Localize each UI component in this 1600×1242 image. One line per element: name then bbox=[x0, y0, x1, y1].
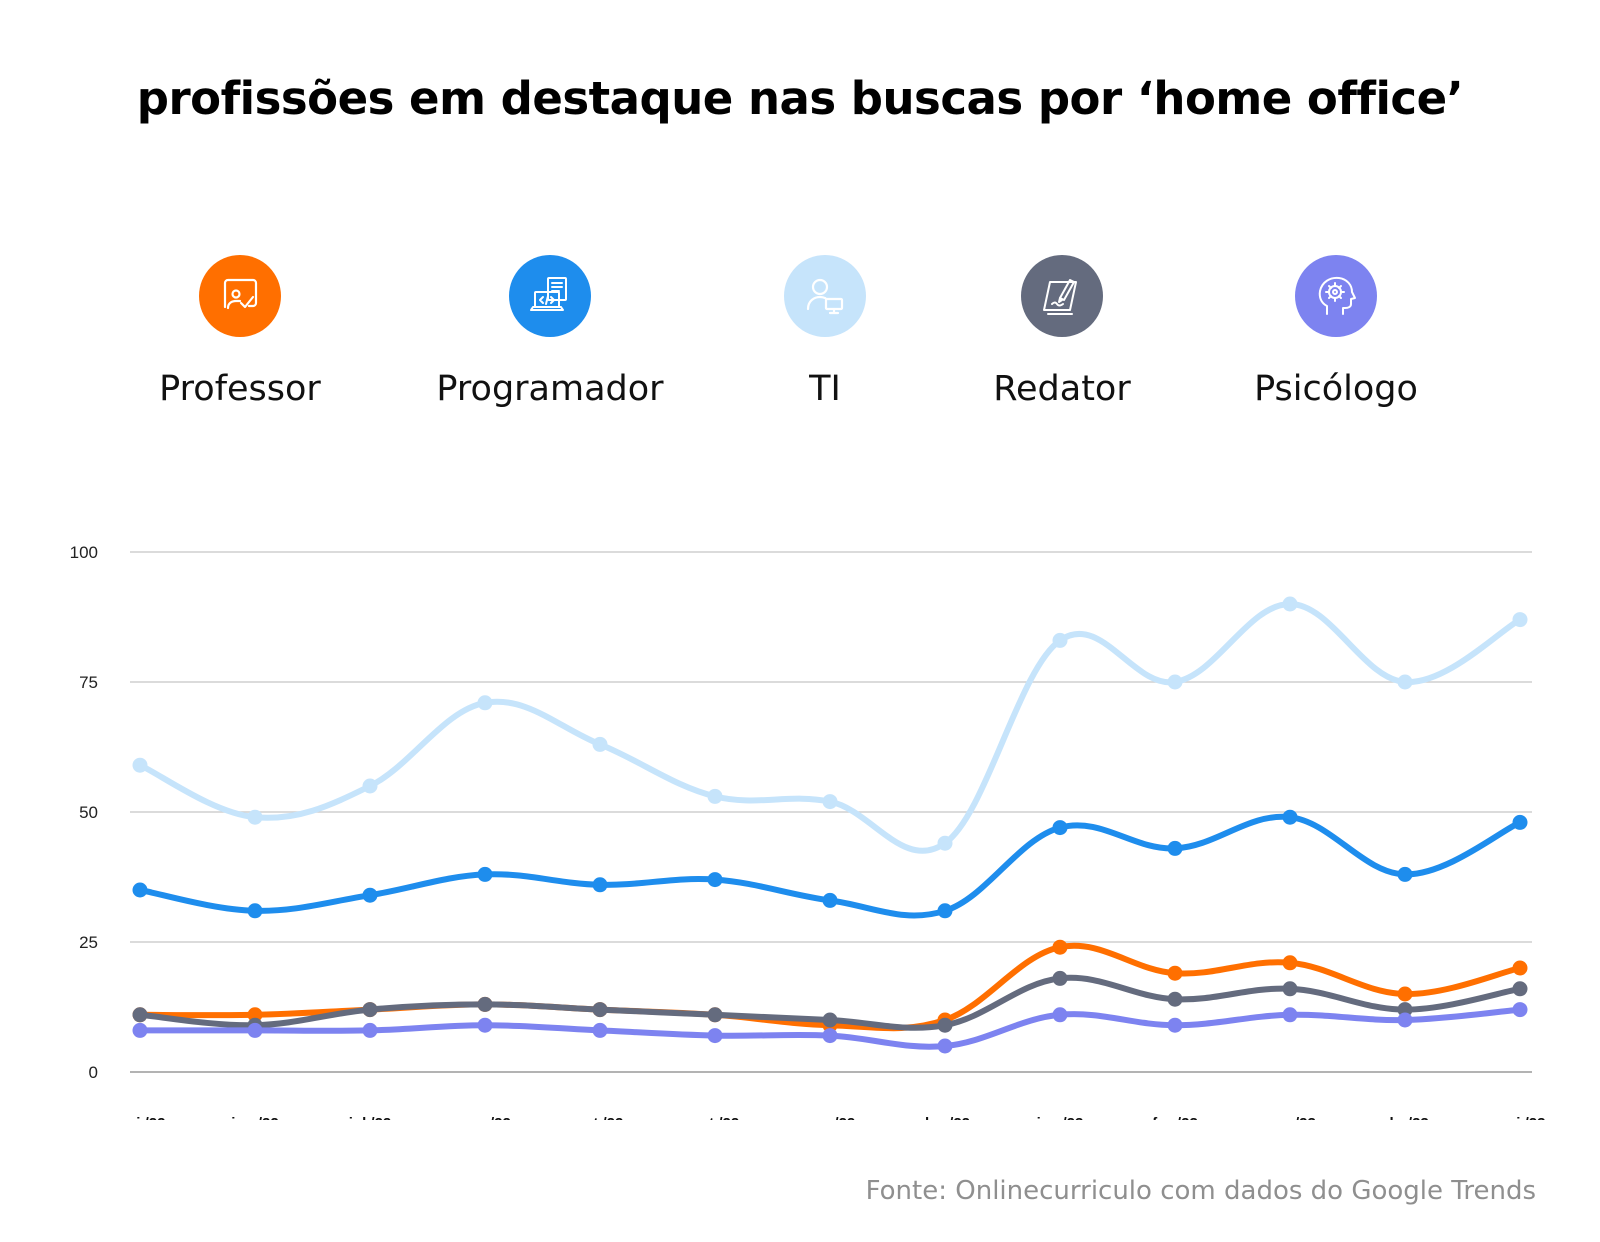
legend-label: TI bbox=[809, 369, 841, 409]
user-computer-icon bbox=[784, 255, 866, 337]
data-point-redator bbox=[362, 1002, 378, 1018]
data-point-programador bbox=[707, 872, 723, 888]
data-point-professor bbox=[1282, 955, 1298, 971]
y-tick-label: 25 bbox=[79, 933, 98, 952]
data-point-redator bbox=[1167, 991, 1183, 1007]
data-point-redator bbox=[1512, 981, 1528, 997]
data-point-redator bbox=[1282, 981, 1298, 997]
y-tick-label: 100 bbox=[70, 543, 98, 562]
x-tick-label: fev./23 bbox=[1152, 1115, 1198, 1120]
data-point-ti bbox=[1282, 596, 1298, 612]
data-point-psicologo bbox=[1282, 1007, 1298, 1023]
legend-item-ti: TI bbox=[675, 255, 975, 409]
data-point-programador bbox=[592, 877, 608, 893]
laptop-code-icon bbox=[509, 255, 591, 337]
data-point-professor bbox=[1167, 965, 1183, 981]
data-point-programador bbox=[132, 882, 148, 898]
x-tick-label: jul./22 bbox=[348, 1115, 392, 1120]
data-point-psicologo bbox=[1397, 1012, 1413, 1028]
data-point-ti bbox=[937, 835, 953, 851]
line-chart: 0 25 50 75 100 mai./22 jun./22 jul./22 ago./22 se… bbox=[70, 543, 1546, 1120]
data-point-programador bbox=[247, 903, 263, 919]
data-point-redator bbox=[937, 1017, 953, 1033]
data-point-ti bbox=[1397, 674, 1413, 690]
x-tick-label: nov./22 bbox=[805, 1115, 856, 1120]
data-point-programador bbox=[1397, 866, 1413, 882]
legend-item-redator: Redator bbox=[912, 255, 1212, 409]
data-point-ti bbox=[247, 809, 263, 825]
data-point-psicologo bbox=[1052, 1007, 1068, 1023]
data-point-psicologo bbox=[477, 1017, 493, 1033]
y-tick-label: 75 bbox=[79, 673, 98, 692]
y-tick-label: 50 bbox=[79, 803, 98, 822]
data-point-professor bbox=[247, 1007, 263, 1023]
data-point-redator bbox=[822, 1012, 838, 1028]
x-tick-label: ago./22 bbox=[459, 1115, 511, 1120]
legend-label: Redator bbox=[993, 369, 1131, 409]
data-point-professor bbox=[1397, 986, 1413, 1002]
writing-hand-icon bbox=[1021, 255, 1103, 337]
legend-item-programador: Programador bbox=[400, 255, 700, 409]
data-point-psicologo bbox=[247, 1022, 263, 1038]
data-point-programador bbox=[1052, 820, 1068, 836]
data-point-psicologo bbox=[1167, 1017, 1183, 1033]
data-point-ti bbox=[1052, 632, 1068, 648]
legend-label: Psicólogo bbox=[1254, 369, 1418, 409]
data-point-ti bbox=[822, 794, 838, 810]
data-point-ti bbox=[707, 788, 723, 804]
x-tick-label: mai./22 bbox=[115, 1115, 166, 1120]
x-tick-label: mai./23 bbox=[1495, 1115, 1546, 1120]
data-point-ti bbox=[132, 757, 148, 773]
data-point-programador bbox=[937, 903, 953, 919]
series-line-ti bbox=[137, 601, 1523, 854]
source-note: Fonte: Onlinecurriculo com dados do Goog… bbox=[865, 1176, 1536, 1206]
x-tick-label: jan./23 bbox=[1036, 1115, 1084, 1120]
data-point-psicologo bbox=[707, 1028, 723, 1044]
data-point-ti bbox=[1512, 612, 1528, 628]
x-tick-label: dez./22 bbox=[920, 1115, 970, 1120]
data-point-psicologo bbox=[362, 1022, 378, 1038]
x-tick-label: out./22 bbox=[691, 1115, 739, 1120]
teacher-board-icon bbox=[199, 255, 281, 337]
data-point-programador bbox=[1167, 840, 1183, 856]
x-tick-label: set./22 bbox=[577, 1115, 624, 1120]
data-point-psicologo bbox=[592, 1022, 608, 1038]
data-point-ti bbox=[362, 778, 378, 794]
data-point-programador bbox=[1282, 809, 1298, 825]
chart-title: profissões em destaque nas buscas por ‘h… bbox=[136, 72, 1464, 125]
data-point-ti bbox=[477, 695, 493, 711]
data-point-professor bbox=[1512, 960, 1528, 976]
legend-label: Professor bbox=[159, 369, 321, 409]
y-tick-label: 0 bbox=[89, 1063, 98, 1082]
data-point-programador bbox=[1512, 814, 1528, 830]
data-point-redator bbox=[592, 1002, 608, 1018]
data-point-ti bbox=[592, 736, 608, 752]
data-point-redator bbox=[477, 996, 493, 1012]
head-brain-icon bbox=[1295, 255, 1377, 337]
data-point-programador bbox=[477, 866, 493, 882]
legend-item-professor: Professor bbox=[90, 255, 390, 409]
x-tick-label: abr./23 bbox=[1381, 1115, 1429, 1120]
data-point-redator bbox=[132, 1007, 148, 1023]
data-point-psicologo bbox=[937, 1038, 953, 1054]
legend-label: Programador bbox=[436, 369, 664, 409]
data-point-psicologo bbox=[822, 1028, 838, 1044]
x-tick-label: mar./23 bbox=[1264, 1115, 1316, 1120]
data-point-ti bbox=[1167, 674, 1183, 690]
data-point-psicologo bbox=[1512, 1002, 1528, 1018]
data-point-redator bbox=[707, 1007, 723, 1023]
data-point-programador bbox=[362, 887, 378, 903]
data-point-redator bbox=[1397, 1002, 1413, 1018]
data-point-programador bbox=[822, 892, 838, 908]
data-point-redator bbox=[1052, 970, 1068, 986]
legend-item-psicologo: Psicólogo bbox=[1186, 255, 1486, 409]
data-point-psicologo bbox=[132, 1022, 148, 1038]
x-tick-label: jun./22 bbox=[230, 1115, 279, 1120]
data-point-professor bbox=[1052, 939, 1068, 955]
